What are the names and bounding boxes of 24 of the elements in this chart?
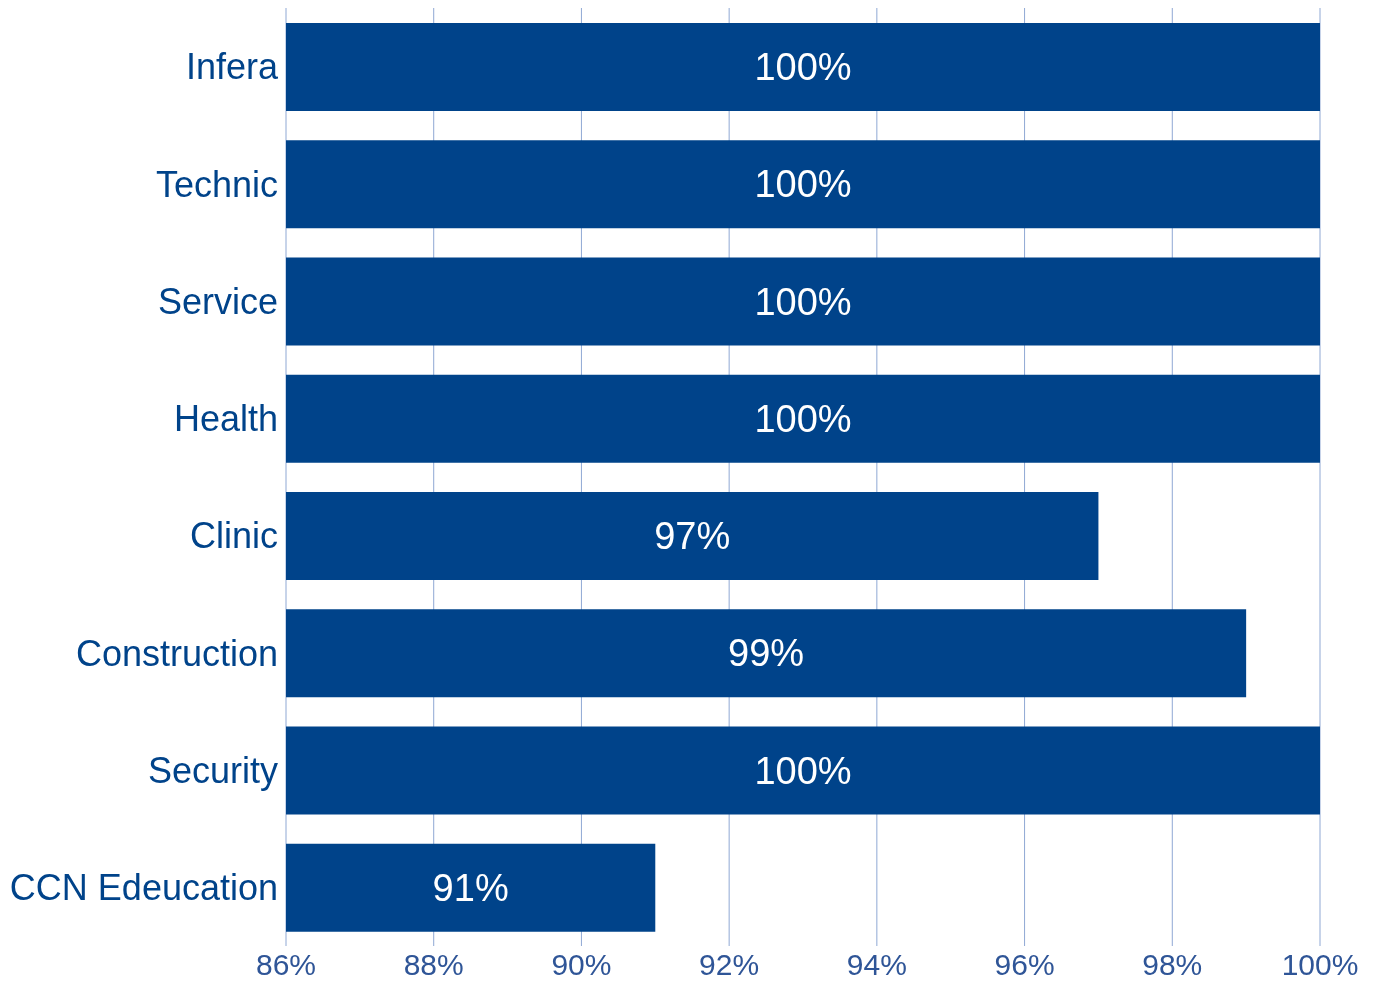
x-tick-label: 86% [255, 948, 317, 982]
data-label: 100% [754, 749, 852, 792]
data-label: 99% [728, 632, 805, 675]
data-label: 97% [654, 515, 731, 557]
data-label: 100% [754, 397, 852, 440]
y-tick-label: Service [157, 280, 278, 322]
data-label: 100% [754, 280, 852, 323]
data-label: 100% [754, 163, 852, 206]
y-tick-label: Technic [155, 163, 278, 205]
x-tick-label: 96% [994, 948, 1055, 982]
data-label: 91% [432, 866, 509, 909]
x-tick-label: 92% [699, 948, 760, 982]
y-tick-label: Clinic [189, 515, 278, 557]
x-tick-label: 100% [1281, 948, 1359, 982]
x-tick-label: 98% [1142, 948, 1203, 982]
y-tick-label: Health [173, 398, 278, 440]
data-label: 100% [754, 46, 852, 88]
x-tick-label: 90% [551, 948, 612, 982]
y-tick-label: Infera [185, 46, 279, 88]
y-tick-label: Security [147, 749, 278, 791]
x-tick-label: 94% [846, 948, 907, 982]
x-tick-label: 88% [403, 948, 464, 982]
y-tick-label: CCN Edeucation [9, 867, 278, 909]
y-tick-label: Construction [75, 632, 278, 674]
